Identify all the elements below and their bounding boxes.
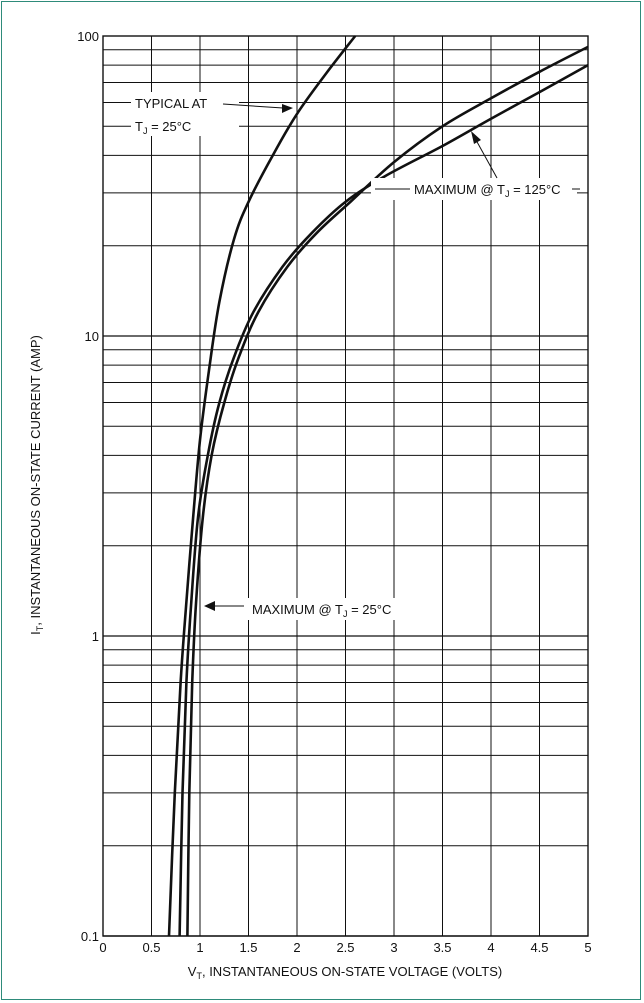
y-tick-labels: 0.1 1 10 100: [77, 29, 99, 944]
plot-border: [102, 35, 589, 937]
y-tick-label-0: 0.1: [81, 929, 99, 944]
annotation-max125-rest: = 125°C: [509, 182, 560, 197]
annotation-max125-bg: [371, 178, 577, 200]
x-tick-label-3: 1.5: [239, 940, 257, 955]
x-tick-labels: 0 0.5 1 1.5 2 2.5 3 3.5 4 4.5 5: [99, 940, 591, 955]
annotation-typical-leader: [222, 103, 284, 109]
annotation-max125-arrow-line: [475, 139, 498, 179]
y-axis-label-sub: T: [35, 625, 45, 631]
annotation-max125-main: MAXIMUM @ T: [414, 182, 505, 197]
series-line-0: [167, 35, 357, 937]
annotation-max25-main: MAXIMUM @ T: [252, 602, 343, 617]
annotation-max125-text: MAXIMUM @ TJ = 125°C: [414, 182, 561, 199]
annotation-typical-line1: TYPICAL AT: [135, 96, 207, 111]
annotation-typical-rest: = 25°C: [147, 119, 191, 134]
x-axis-label-main: V: [188, 964, 197, 979]
x-axis-label-rest: , INSTANTANEOUS ON-STATE VOLTAGE (VOLTS): [202, 964, 502, 979]
annotation-max25-sub: J: [343, 609, 348, 619]
annotation-max125-sub: J: [505, 189, 510, 199]
annotation-max25-text: MAXIMUM @ TJ = 25°C: [252, 602, 391, 619]
annotation-typical-bg: [131, 92, 239, 136]
x-tick-label-2: 1: [196, 940, 203, 955]
series-line-1: [186, 45, 589, 937]
x-tick-label-10: 5: [584, 940, 591, 955]
annotation-max25-rest: = 25°C: [347, 602, 391, 617]
y-axis-label: IT, INSTANTANEOUS ON-STATE CURRENT (AMP): [28, 335, 45, 635]
y-axis-label-main: I: [28, 631, 43, 635]
y-axis-label-rest: , INSTANTANEOUS ON-STATE CURRENT (AMP): [28, 335, 43, 626]
annotation-max125-arrowhead: [471, 131, 481, 144]
annotation-max25-arrowhead: [204, 601, 215, 611]
annotation-typical: TYPICAL AT TJ = 25°C: [131, 92, 293, 136]
annotation-max25: MAXIMUM @ TJ = 25°C: [204, 598, 418, 620]
series-line-2: [178, 63, 589, 937]
annotation-typical-arrowhead: [282, 104, 293, 113]
x-tick-label-5: 2.5: [336, 940, 354, 955]
x-tick-label-8: 4: [487, 940, 494, 955]
x-axis-label-sub: T: [196, 971, 202, 981]
y-tick-label-3: 100: [77, 29, 99, 44]
annotation-max25-bg: [248, 598, 418, 620]
y-tick-label-2: 10: [85, 329, 99, 344]
annotation-typical-t: T: [135, 119, 143, 134]
y-tick-label-1: 1: [92, 629, 99, 644]
curves: [167, 35, 589, 937]
x-tick-label-9: 4.5: [530, 940, 548, 955]
x-tick-label-1: 0.5: [142, 940, 160, 955]
x-axis-label: VT, INSTANTANEOUS ON-STATE VOLTAGE (VOLT…: [188, 964, 502, 981]
x-tick-label-0: 0: [99, 940, 106, 955]
annotation-max125: MAXIMUM @ TJ = 125°C: [371, 131, 580, 200]
annotation-typical-sub: J: [143, 126, 148, 136]
x-tick-label-4: 2: [293, 940, 300, 955]
x-tick-label-6: 3: [390, 940, 397, 955]
x-tick-label-7: 3.5: [433, 940, 451, 955]
annotation-typical-line2: TJ = 25°C: [135, 119, 191, 136]
